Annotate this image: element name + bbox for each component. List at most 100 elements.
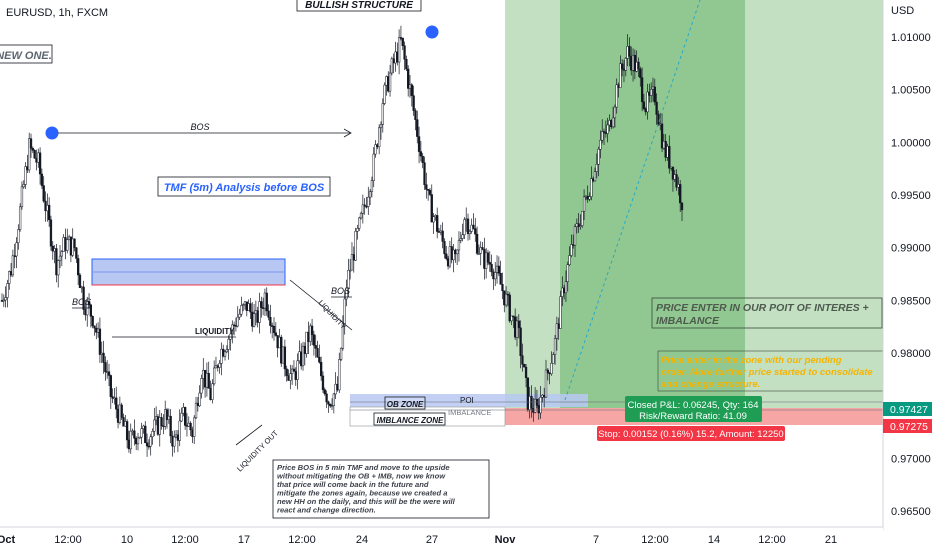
candle-body <box>397 37 401 63</box>
candle-body <box>604 132 607 134</box>
stop-box[interactable] <box>597 426 785 441</box>
candle-body <box>196 402 199 407</box>
candle-body <box>183 407 187 426</box>
candle-body <box>160 417 163 426</box>
candle-body <box>303 345 306 354</box>
candle-body <box>497 265 501 274</box>
candle-body <box>452 249 455 261</box>
candle-body <box>113 397 116 400</box>
candle-body <box>24 166 27 185</box>
price-tick-label: 1.00500 <box>891 85 931 97</box>
candle-body <box>193 417 196 437</box>
candle-body <box>47 204 51 221</box>
price-axis-bg[interactable] <box>883 0 932 530</box>
candle-body <box>185 425 189 427</box>
candle-body <box>349 269 352 272</box>
candle-body <box>182 407 185 414</box>
candle-body <box>158 417 161 435</box>
candle-body <box>149 436 152 447</box>
candle-body <box>495 265 499 273</box>
candle-body <box>98 328 102 355</box>
candle-body <box>319 361 323 377</box>
candle-body <box>595 164 598 172</box>
candle-body <box>6 283 9 298</box>
candle-body <box>477 253 481 255</box>
time-axis-bg[interactable] <box>0 527 883 550</box>
candle-body <box>281 346 285 364</box>
candle-body <box>624 58 627 71</box>
time-tick-label: 12:00 <box>641 534 669 546</box>
bos-mid-label: BOS <box>331 286 350 296</box>
candle-body <box>399 37 403 39</box>
candle-body <box>29 138 33 149</box>
price-tick-label: 0.99000 <box>891 243 931 255</box>
candle-body <box>254 310 258 314</box>
liquidity-diag-label: LIQUIDITY <box>317 298 349 331</box>
candle-body <box>519 327 522 356</box>
candle-body <box>78 274 82 288</box>
bullish-structure-box <box>296 0 422 12</box>
price-tick-label: 1.00000 <box>891 137 931 149</box>
candle-body <box>323 389 326 395</box>
candle-body <box>523 364 526 368</box>
analysis-note-line: that price will come back in the future … <box>277 480 429 489</box>
analysis-note-line: new HH on the daily, and this will be th… <box>277 497 456 506</box>
candle-body <box>552 354 555 364</box>
candle-body <box>111 396 114 399</box>
candle-body <box>290 368 294 374</box>
candle-body <box>144 425 147 444</box>
candle-body <box>289 373 292 381</box>
candle-body <box>162 425 165 427</box>
candle-body <box>407 68 410 89</box>
candle-body <box>617 84 620 88</box>
candle-body <box>2 299 5 302</box>
candle-body <box>426 189 430 191</box>
candle-body <box>430 194 433 223</box>
candle-body <box>28 138 31 171</box>
candle-body <box>535 398 539 406</box>
candle-body <box>508 294 511 322</box>
candle-body <box>71 238 74 256</box>
candle-body <box>298 351 301 362</box>
candle-body <box>403 45 406 60</box>
candle-body <box>466 218 470 235</box>
candle-body <box>599 139 602 150</box>
candle-body <box>131 430 134 433</box>
candle-body <box>385 76 388 86</box>
candle-body <box>116 408 120 423</box>
candle-body <box>301 345 305 367</box>
candle-body <box>354 230 357 261</box>
price-tick-label: 1.01000 <box>891 32 931 44</box>
candle-body <box>294 371 297 380</box>
candle-body <box>223 351 227 357</box>
candle-body <box>274 332 277 336</box>
candle-body <box>87 300 91 306</box>
candle-body <box>129 430 132 450</box>
candle-body <box>510 315 513 322</box>
candle-body <box>557 323 560 329</box>
candle-body <box>539 397 542 414</box>
candle-body <box>330 405 334 407</box>
candle-body <box>205 372 209 388</box>
candle-body <box>425 184 428 190</box>
candle-body <box>383 84 386 104</box>
candle-body <box>568 255 571 265</box>
closed-pnl-box[interactable] <box>625 396 762 422</box>
orange-note-line1: Price enter in the zone with our pending <box>661 355 842 366</box>
candle-body <box>347 270 350 289</box>
candle-body <box>468 231 471 235</box>
candle-body <box>218 363 221 368</box>
poi-label: POI <box>460 396 474 405</box>
time-tick-label: 12:00 <box>288 534 316 546</box>
candle-body <box>135 438 138 445</box>
price-axis-currency: USD <box>891 5 914 17</box>
candle-body <box>18 206 22 230</box>
candle-body <box>169 415 172 437</box>
candle-body <box>64 237 67 251</box>
candle-body <box>198 392 201 407</box>
analysis-note-line: mitigate the zones again, because we cre… <box>277 489 448 498</box>
candle-body <box>171 435 174 447</box>
time-tick-label: 27 <box>426 534 438 546</box>
time-tick-label: Nov <box>495 534 517 546</box>
